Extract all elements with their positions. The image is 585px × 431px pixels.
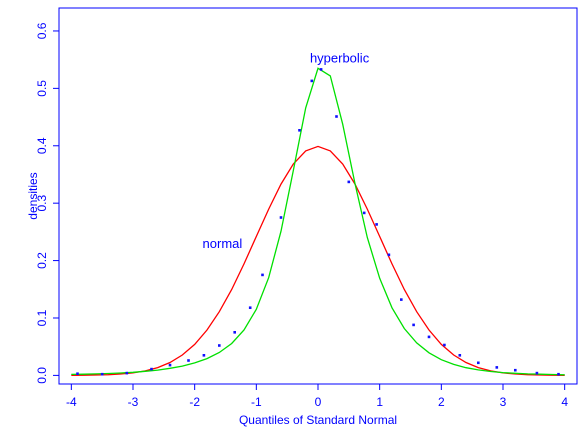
x-tick-label: 0 <box>315 395 322 409</box>
y-tick-label: 0.3 <box>35 195 49 212</box>
data-point <box>335 115 338 118</box>
x-tick-label: 1 <box>376 395 383 409</box>
series-layer <box>71 67 565 376</box>
data-point <box>514 368 517 372</box>
series-line-0 <box>71 145 565 376</box>
data-point <box>535 371 539 375</box>
data-point <box>362 211 366 215</box>
data-point <box>187 359 190 362</box>
data-point <box>319 68 323 71</box>
data-point <box>427 335 431 339</box>
data-point <box>375 223 378 226</box>
y-axis: 0.0 0.1 0.2 0.3 0.4 0.5 0.6 <box>35 22 59 384</box>
data-point <box>310 79 314 83</box>
data-point <box>279 216 283 219</box>
data-point <box>347 180 351 184</box>
data-point <box>495 366 499 369</box>
data-point <box>150 367 153 371</box>
data-point <box>168 363 172 367</box>
data-point <box>557 372 560 376</box>
y-tick-label: 0.4 <box>35 137 49 154</box>
y-tick-label: 0.6 <box>35 22 49 39</box>
x-tick-label: 3 <box>500 395 507 409</box>
data-point <box>233 331 236 334</box>
y-tick-label: 0.1 <box>35 309 49 326</box>
y-tick-label: 0.0 <box>35 367 49 384</box>
data-point <box>400 298 403 301</box>
data-point <box>100 372 104 376</box>
data-point <box>261 273 264 277</box>
data-point <box>298 129 301 132</box>
x-axis-title: Quantiles of Standard Normal <box>239 413 397 427</box>
y-tick-label: 0.2 <box>35 252 49 269</box>
x-tick-label: 4 <box>561 395 568 409</box>
x-tick-label: -4 <box>66 395 77 409</box>
hyperbolic-label: hyperbolic <box>310 51 370 66</box>
data-point <box>458 354 462 357</box>
x-axis: -4 -3 -2 -1 0 1 2 3 4 <box>66 384 568 409</box>
x-tick-label: 2 <box>438 395 445 409</box>
series-line-1 <box>71 67 565 376</box>
y-axis-title: densities <box>26 172 40 219</box>
data-point <box>443 343 446 347</box>
data-point <box>412 323 415 327</box>
x-tick-label: -3 <box>128 395 139 409</box>
data-point <box>477 361 480 365</box>
data-point <box>387 253 391 257</box>
normal-label: normal <box>203 236 243 251</box>
data-point <box>202 354 206 357</box>
x-tick-label: -2 <box>189 395 200 409</box>
data-point <box>248 306 252 309</box>
x-tick-label: -1 <box>251 395 262 409</box>
data-point <box>125 371 129 375</box>
data-point <box>76 372 79 375</box>
data-point <box>218 344 221 347</box>
y-tick-label: 0.5 <box>35 80 49 97</box>
